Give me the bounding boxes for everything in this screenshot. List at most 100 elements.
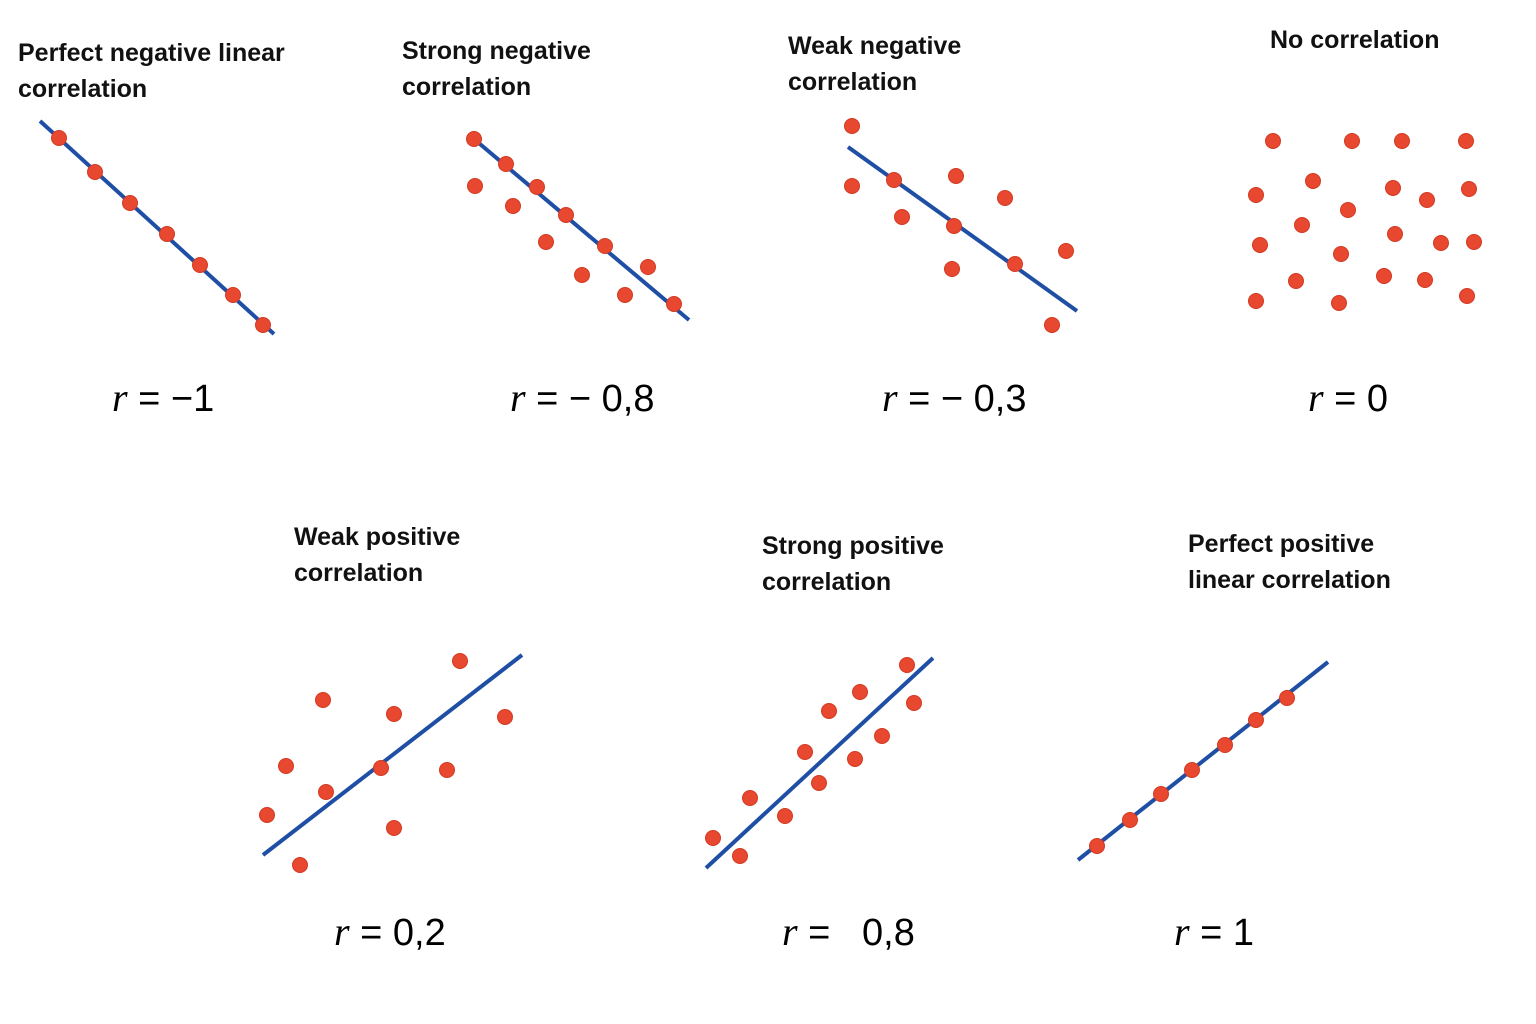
data-point	[1394, 133, 1410, 149]
title-line: Weak negative	[788, 32, 962, 60]
panel-title-perfect-negative: Perfect negative linear correlation	[18, 35, 285, 107]
title-line: correlation	[18, 75, 148, 103]
trend-line	[704, 656, 935, 870]
data-point	[899, 657, 915, 673]
title-line: Strong positive	[762, 532, 944, 560]
trend-line	[38, 119, 276, 336]
title-line: correlation	[788, 68, 918, 96]
data-point	[1344, 133, 1360, 149]
data-point	[944, 261, 960, 277]
data-point	[844, 178, 860, 194]
r-equals: = −1	[138, 378, 215, 420]
data-point	[1419, 192, 1435, 208]
data-point	[1288, 273, 1304, 289]
trend-line	[261, 653, 524, 857]
data-point	[505, 198, 521, 214]
data-point	[1252, 237, 1268, 253]
data-point	[906, 695, 922, 711]
panel-title-perfect-positive: Perfect positive linear correlation	[1188, 526, 1391, 598]
r-symbol: r	[112, 375, 128, 420]
r-symbol: r	[510, 375, 526, 420]
plot-weak-negative	[844, 118, 1079, 333]
title-line: correlation	[762, 568, 892, 596]
data-point	[452, 653, 468, 669]
data-point	[1305, 173, 1321, 189]
data-point	[821, 703, 837, 719]
r-equals: = 1	[1200, 912, 1255, 954]
data-point	[529, 179, 545, 195]
data-point	[497, 709, 513, 725]
data-point	[51, 130, 67, 146]
r-value-strong-positive: r = 0,8	[782, 910, 915, 955]
data-point	[386, 706, 402, 722]
r-value-weak-negative: r = − 0,3	[882, 376, 1026, 421]
data-point	[617, 287, 633, 303]
trend-line	[846, 145, 1079, 313]
r-equals: = 0,2	[360, 912, 446, 954]
data-point	[1340, 202, 1356, 218]
r-equals: = 0,8	[808, 912, 915, 954]
title-line: linear correlation	[1188, 566, 1391, 594]
r-value-perfect-positive: r = 1	[1174, 910, 1254, 955]
title-line: No correlation	[1270, 26, 1440, 54]
r-equals: = 0	[1334, 378, 1389, 420]
data-point	[1265, 133, 1281, 149]
data-point	[1279, 690, 1295, 706]
data-point	[1433, 235, 1449, 251]
r-symbol: r	[1308, 375, 1324, 420]
data-point	[847, 751, 863, 767]
data-point	[1058, 243, 1074, 259]
data-point	[1248, 187, 1264, 203]
data-point	[292, 857, 308, 873]
data-point	[1217, 737, 1233, 753]
title-line: Perfect positive	[1188, 530, 1375, 558]
plot-no-correlation	[1248, 133, 1482, 311]
panel-title-weak-negative: Weak negative correlation	[788, 28, 961, 100]
panel-title-weak-positive: Weak positive correlation	[294, 519, 460, 591]
title-line: Weak positive	[294, 523, 461, 551]
r-symbol: r	[334, 909, 350, 954]
data-point	[467, 178, 483, 194]
data-point	[844, 118, 860, 134]
title-line: correlation	[294, 559, 424, 587]
r-symbol: r	[782, 909, 798, 954]
data-point	[192, 257, 208, 273]
title-line: correlation	[402, 73, 532, 101]
data-point	[225, 287, 241, 303]
data-point	[640, 259, 656, 275]
r-value-strong-negative: r = − 0,8	[510, 376, 654, 421]
data-point	[315, 692, 331, 708]
data-point	[122, 195, 138, 211]
data-point	[742, 790, 758, 806]
r-equals: = − 0,3	[908, 378, 1027, 420]
data-point	[87, 164, 103, 180]
data-point	[278, 758, 294, 774]
data-point	[1333, 246, 1349, 262]
r-value-weak-positive: r = 0,2	[334, 910, 446, 955]
data-point	[558, 207, 574, 223]
data-point	[1007, 256, 1023, 272]
data-point	[318, 784, 334, 800]
data-point	[574, 267, 590, 283]
data-point	[886, 172, 902, 188]
data-point	[597, 238, 613, 254]
data-point	[1044, 317, 1060, 333]
r-symbol: r	[1174, 909, 1190, 954]
data-point	[373, 760, 389, 776]
data-point	[852, 684, 868, 700]
data-point	[1385, 180, 1401, 196]
r-equals: = − 0,8	[536, 378, 655, 420]
data-point	[1466, 234, 1482, 250]
data-point	[797, 744, 813, 760]
data-point	[1387, 226, 1403, 242]
data-point	[948, 168, 964, 184]
r-value-no-correlation: r = 0	[1308, 376, 1388, 421]
data-point	[1417, 272, 1433, 288]
r-value-perfect-negative: r = −1	[112, 376, 214, 421]
data-point	[894, 209, 910, 225]
title-line: Perfect negative linear	[18, 39, 285, 67]
data-point	[1248, 712, 1264, 728]
plot-strong-negative	[466, 131, 691, 322]
data-point	[705, 830, 721, 846]
